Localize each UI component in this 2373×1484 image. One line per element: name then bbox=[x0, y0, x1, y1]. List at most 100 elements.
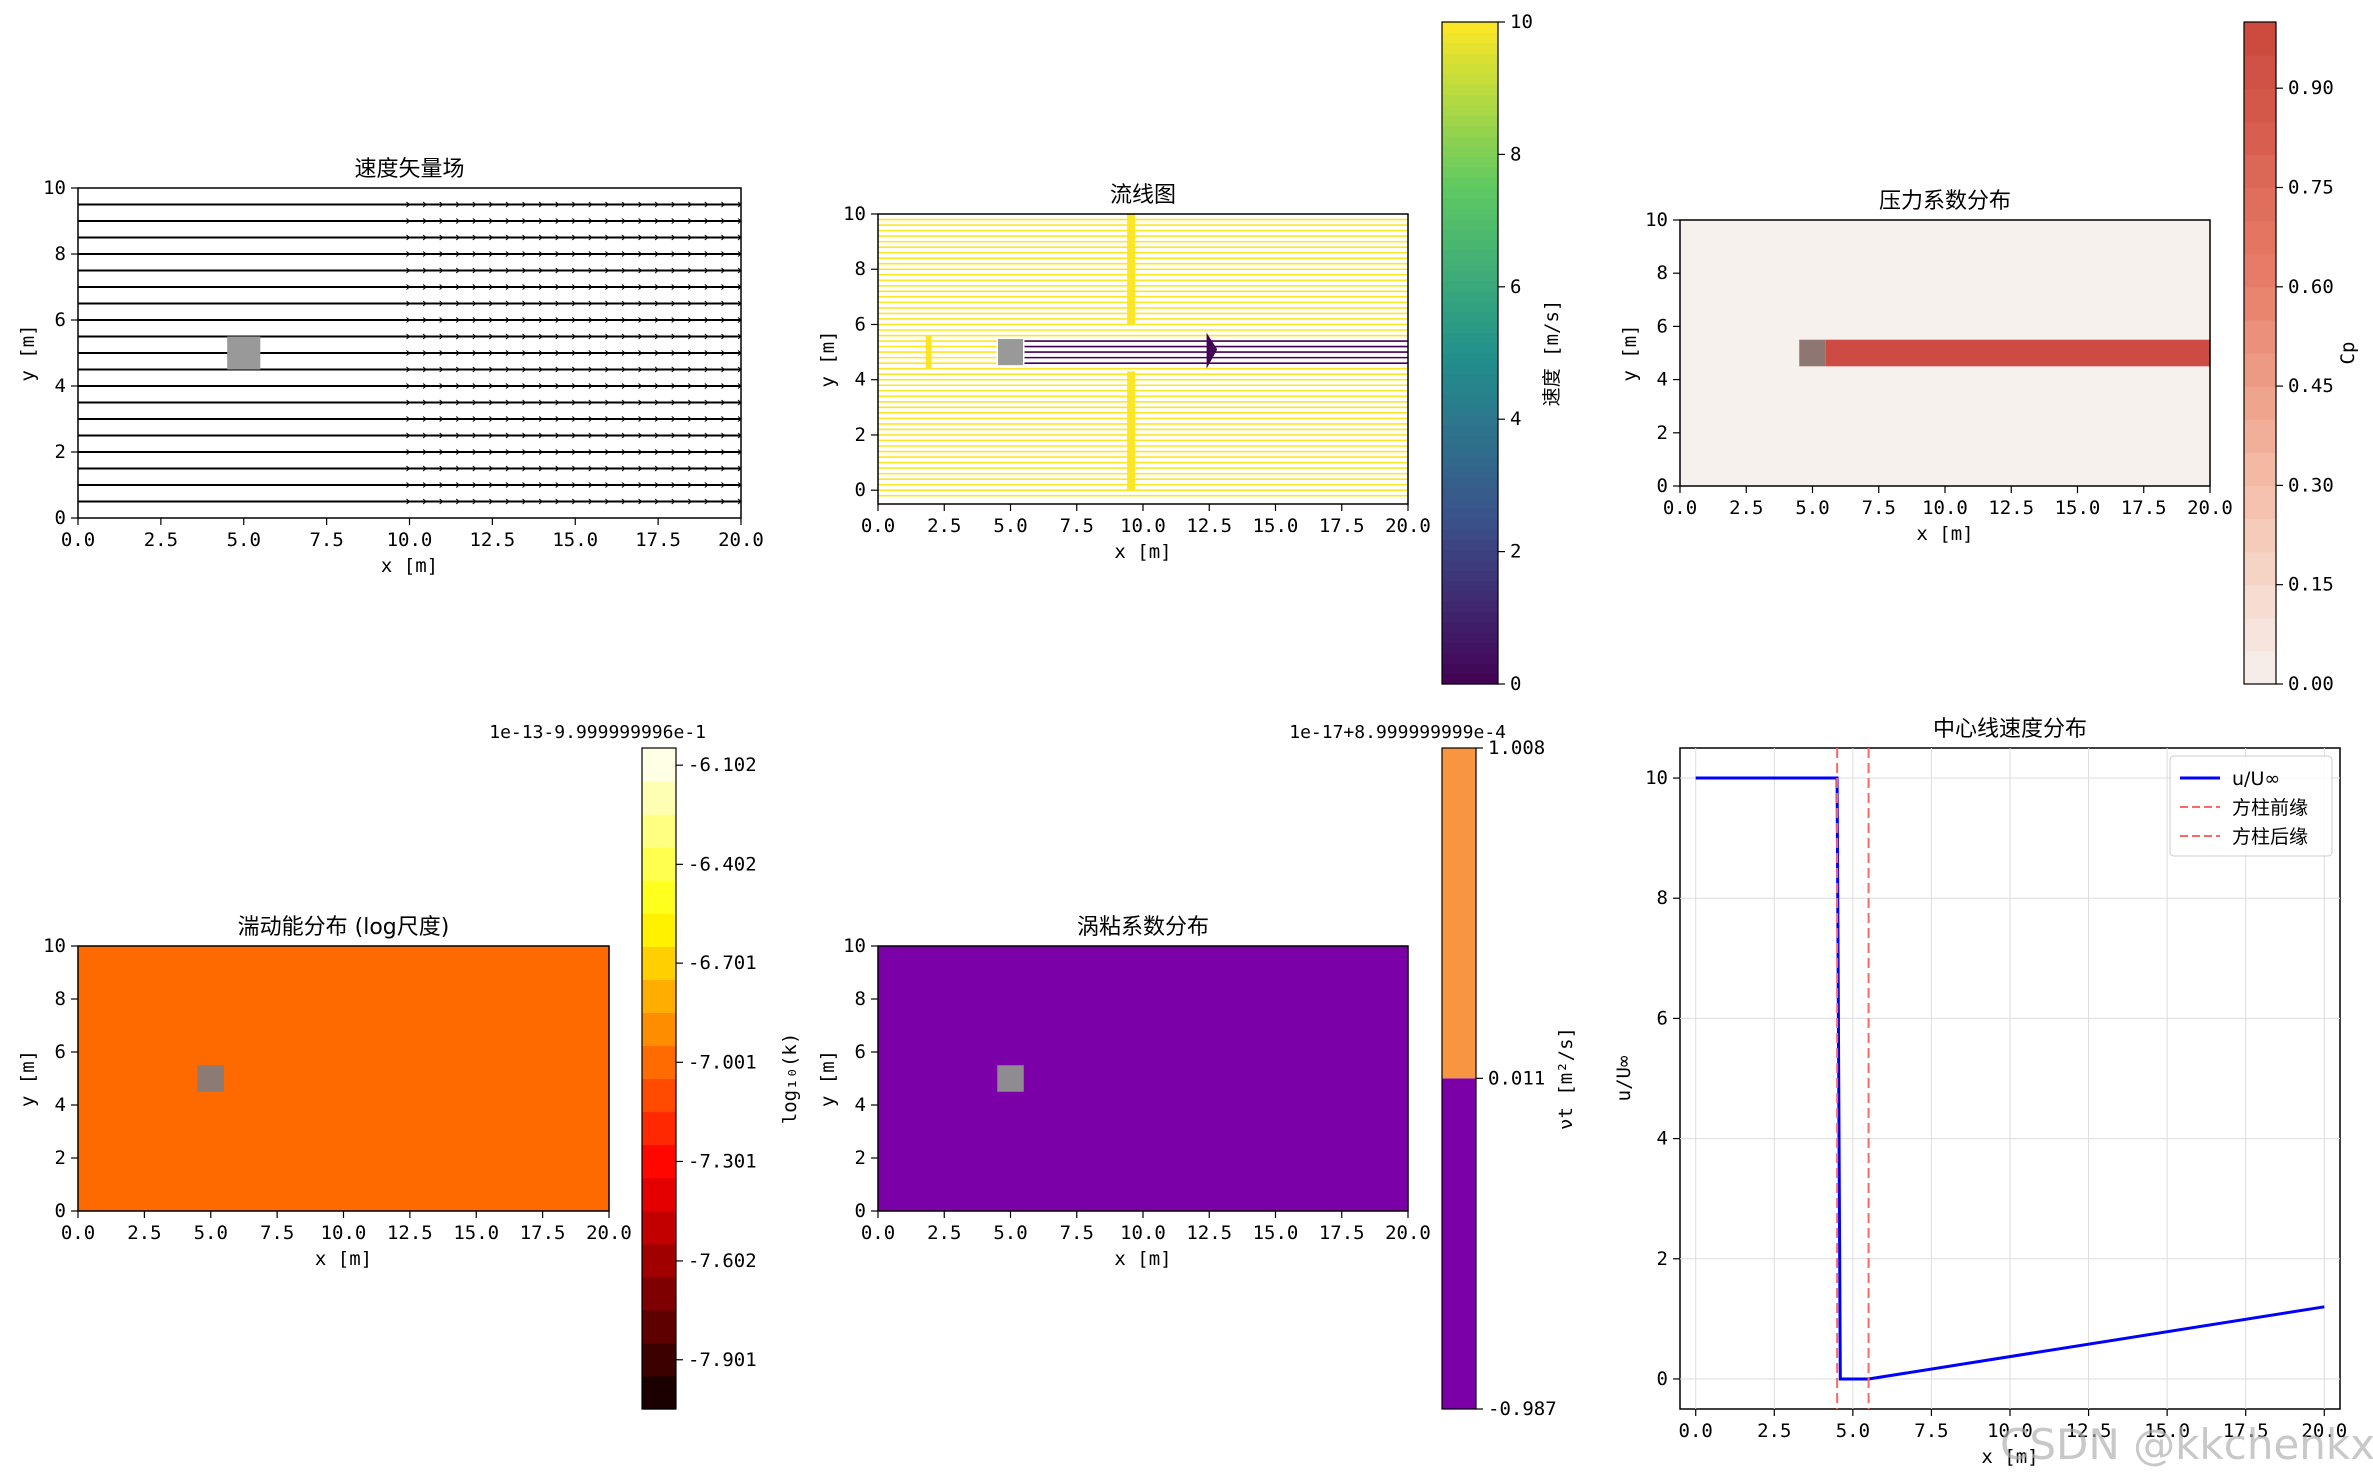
velocity-arrowhead bbox=[455, 498, 461, 505]
velocity-arrowhead bbox=[406, 234, 411, 241]
velocity-arrowhead bbox=[406, 218, 411, 224]
velocity-arrowhead bbox=[687, 201, 693, 208]
colorbar-step bbox=[1442, 580, 1498, 592]
velocity-arrowhead bbox=[721, 267, 726, 274]
velocity-arrowhead bbox=[654, 300, 659, 307]
velocity-arrowhead bbox=[505, 482, 510, 488]
velocity-arrowhead bbox=[522, 267, 527, 274]
y-tick-label: 0 bbox=[55, 1200, 66, 1222]
colorbar-tick-label: 0.75 bbox=[2288, 177, 2334, 199]
velocity-arrowhead bbox=[638, 350, 643, 356]
velocity-arrowhead bbox=[422, 498, 427, 505]
colorbar-step bbox=[1442, 32, 1498, 44]
velocity-arrowhead bbox=[654, 383, 659, 389]
velocity-arrowhead bbox=[588, 416, 593, 422]
velocity-arrowhead bbox=[721, 201, 726, 208]
velocity-arrowhead bbox=[638, 251, 643, 257]
x-tick-label: 12.5 bbox=[469, 529, 515, 551]
velocity-arrowhead bbox=[555, 449, 560, 455]
velocity-arrowhead bbox=[538, 317, 543, 323]
colorbar-step bbox=[1442, 425, 1498, 437]
velocity-arrowhead bbox=[538, 267, 543, 274]
colorbar-step bbox=[642, 1144, 676, 1179]
colorbar-step bbox=[1442, 508, 1498, 520]
velocity-arrowhead bbox=[588, 284, 593, 290]
velocity-arrowhead bbox=[489, 366, 494, 373]
velocity-arrowhead bbox=[571, 449, 577, 455]
colorbar-step bbox=[1442, 156, 1498, 168]
velocity-arrowhead bbox=[538, 284, 543, 290]
velocity-arrowhead bbox=[422, 366, 427, 373]
velocity-arrowhead bbox=[571, 399, 577, 406]
velocity-arrowhead bbox=[406, 449, 411, 455]
velocity-arrowhead bbox=[455, 284, 461, 290]
x-tick-label: 20.0 bbox=[718, 529, 764, 551]
velocity-arrowhead bbox=[472, 251, 477, 257]
velocity-arrowhead bbox=[522, 399, 527, 406]
velocity-arrowhead bbox=[455, 366, 461, 373]
x-tick-label: 7.5 bbox=[260, 1222, 294, 1244]
colorbar-step bbox=[642, 880, 676, 914]
velocity-arrowhead bbox=[654, 218, 659, 224]
y-tick-label: 8 bbox=[55, 988, 66, 1010]
velocity-arrowhead bbox=[489, 498, 494, 505]
colorbar-step bbox=[2244, 452, 2276, 486]
x-tick-label: 2.5 bbox=[127, 1222, 161, 1244]
velocity-arrowhead bbox=[687, 218, 693, 224]
colorbar-tick-label: 0 bbox=[1510, 673, 1521, 695]
velocity-arrowhead bbox=[505, 416, 510, 422]
velocity-arrowhead bbox=[439, 284, 444, 290]
velocity-arrowhead bbox=[422, 432, 427, 439]
velocity-arrowhead bbox=[489, 432, 494, 439]
velocity-arrowhead bbox=[439, 201, 444, 208]
velocity-arrowhead bbox=[555, 234, 560, 241]
x-tick-label: 17.5 bbox=[1319, 515, 1365, 537]
velocity-arrowhead bbox=[654, 416, 659, 422]
velocity-arrowhead bbox=[687, 284, 693, 290]
velocity-arrowhead bbox=[704, 300, 709, 307]
x-tick-label: 5.0 bbox=[1836, 1420, 1870, 1442]
velocity-arrowhead bbox=[505, 218, 510, 224]
colorbar-segment bbox=[1442, 1078, 1476, 1409]
velocity-arrowhead bbox=[671, 218, 676, 224]
colorbar-step bbox=[1442, 42, 1498, 54]
velocity-arrowhead bbox=[654, 498, 659, 505]
x-tick-label: 2.5 bbox=[1757, 1420, 1791, 1442]
colorbar-tick-label: 4 bbox=[1510, 408, 1521, 430]
x-tick-label: 7.5 bbox=[1060, 515, 1094, 537]
velocity-arrowhead bbox=[422, 300, 427, 307]
velocity-arrowhead bbox=[522, 366, 527, 373]
velocity-arrowhead bbox=[671, 251, 676, 257]
velocity-arrowhead bbox=[687, 432, 693, 439]
colorbar-step bbox=[1442, 384, 1498, 395]
colorbar-step bbox=[1442, 135, 1498, 147]
velocity-arrowhead bbox=[472, 498, 477, 505]
colorbar-step bbox=[1442, 435, 1498, 447]
y-tick-label: 4 bbox=[855, 369, 866, 391]
velocity-arrowhead bbox=[638, 383, 643, 389]
velocity-arrowhead bbox=[555, 251, 560, 257]
colorbar-tick-label: 0.30 bbox=[2288, 474, 2334, 496]
velocity-arrowhead bbox=[505, 284, 510, 290]
pressure-colorbar: 0.00 0.15 0.30 0.45 0.60 0.75 0.90 Cp bbox=[2243, 21, 2359, 695]
x-tick-label: 5.0 bbox=[993, 1222, 1027, 1244]
velocity-arrowhead bbox=[571, 498, 577, 505]
velocity-arrowhead bbox=[638, 284, 643, 290]
y-tick-label: 6 bbox=[1657, 1007, 1668, 1029]
x-tick-label: 15.0 bbox=[2144, 1420, 2190, 1442]
velocity-arrowhead bbox=[671, 482, 676, 488]
colorbar-step bbox=[642, 1276, 676, 1311]
panel-streamlines: 0.0 2.5 5.0 7.5 10.0 12.5 15.0 17.5 20.0 0 2 4 6 8 10 流… bbox=[817, 183, 1431, 563]
velocity-arrowhead bbox=[422, 317, 427, 323]
cp-wake-band bbox=[1825, 339, 2210, 367]
legend-label: 方柱前缘 bbox=[2232, 797, 2308, 819]
velocity-arrowhead bbox=[505, 366, 510, 373]
colorbar-segment bbox=[1442, 748, 1476, 1079]
velocity-arrowhead bbox=[439, 218, 444, 224]
velocity-arrowhead bbox=[638, 333, 643, 340]
colorbar-step bbox=[2244, 518, 2276, 553]
velocity-arrowhead bbox=[505, 317, 510, 323]
x-tick-label: 5.0 bbox=[993, 515, 1027, 537]
velocity-arrowhead bbox=[721, 498, 726, 505]
velocity-arrowhead bbox=[555, 300, 560, 307]
